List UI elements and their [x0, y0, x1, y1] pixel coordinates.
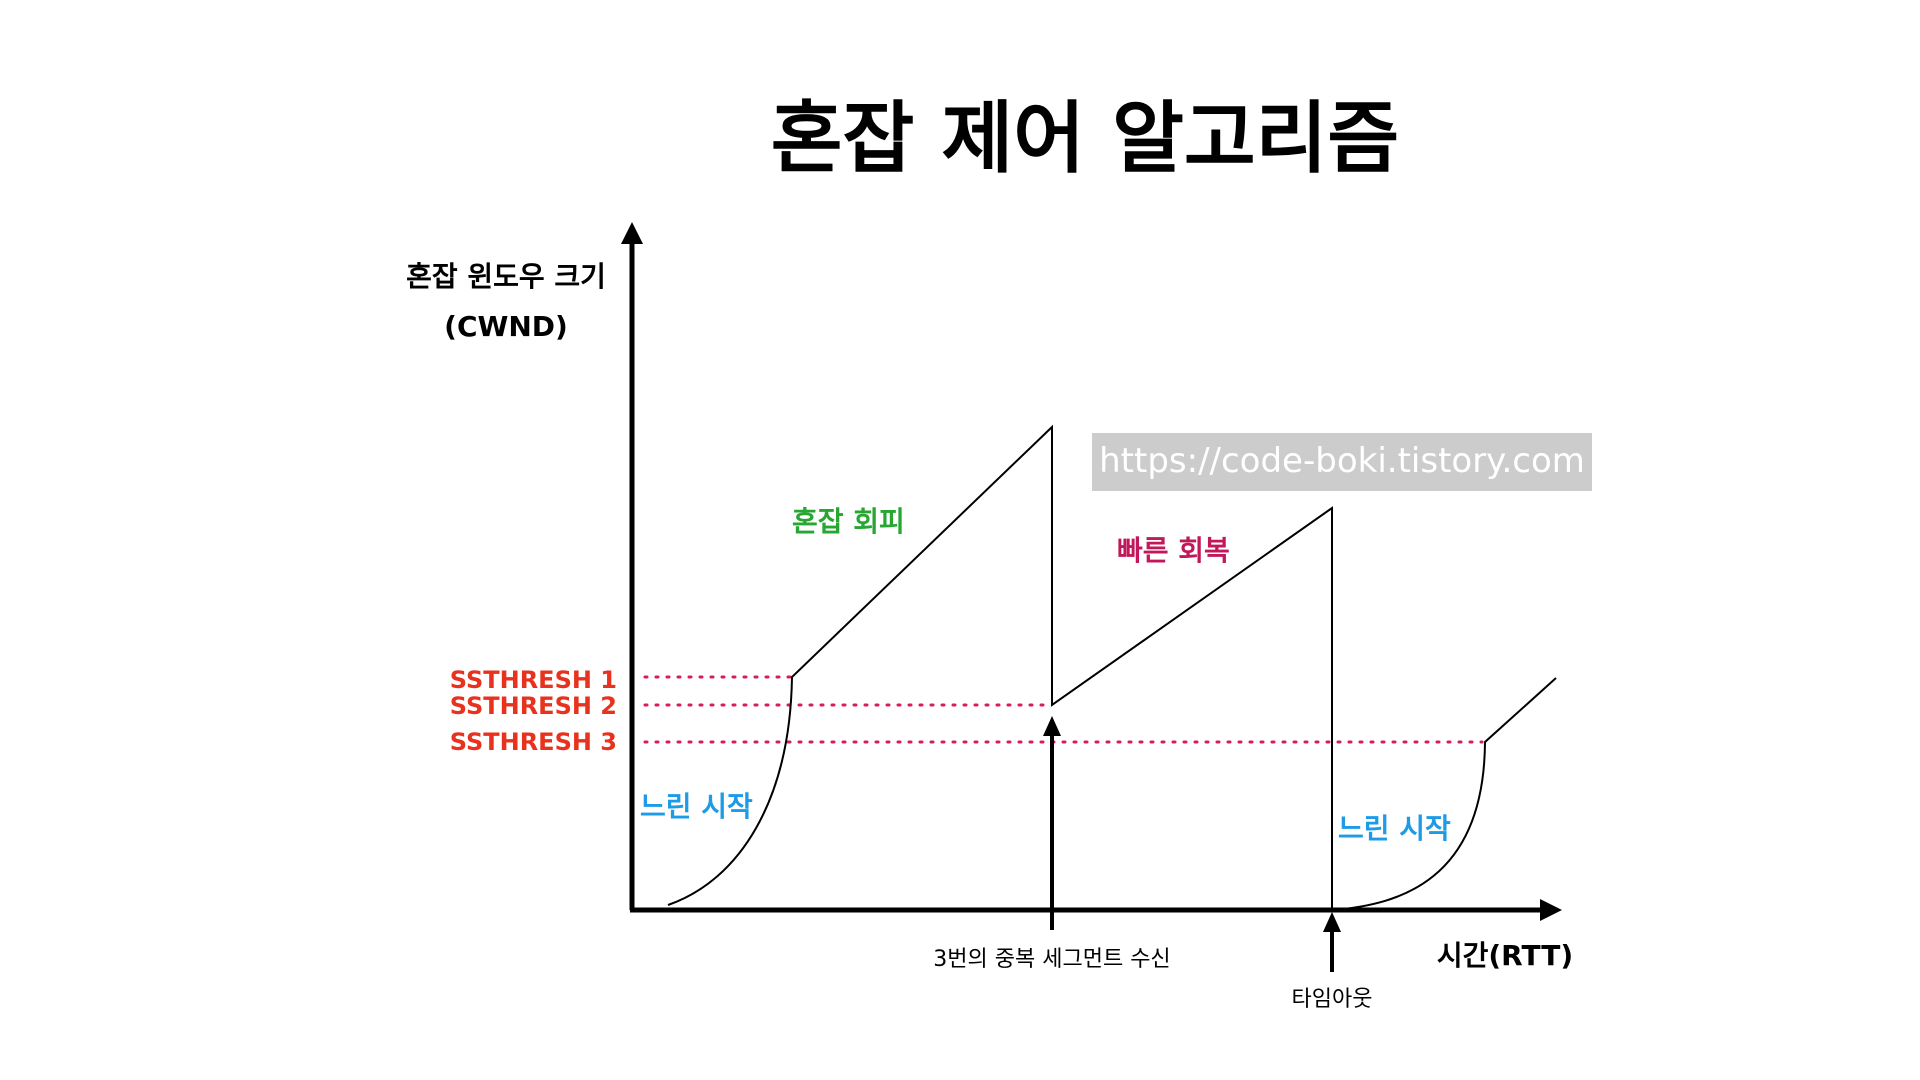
phase-slow-start-1: 느린 시작: [640, 790, 753, 823]
y-axis-label: 혼잡 윈도우 크기: [406, 260, 606, 293]
watermark-background: [1092, 433, 1592, 491]
ssthresh-3-label: SSTHRESH 3: [450, 728, 617, 756]
timeout-label: 타임아웃: [1292, 987, 1373, 1012]
diagram-title: 혼잡 제어 알고리즘: [771, 94, 1399, 184]
y-axis-label-unit: (CWND): [444, 310, 568, 343]
watermark-text: https://code-boki.tistory.com: [1099, 441, 1585, 481]
x-axis-arrowhead: [1540, 899, 1562, 921]
triple-dup-ack-arrowhead: [1043, 716, 1061, 736]
cwnd-curve: [667, 424, 1557, 912]
triple-dup-ack-label: 3번의 중복 세그먼트 수신: [933, 947, 1170, 972]
ssthresh-1-label: SSTHRESH 1: [450, 666, 617, 694]
x-axis-label: 시간(RTT): [1437, 939, 1573, 972]
phase-congestion-avoidance: 혼잡 회피: [792, 505, 905, 538]
timeout-arrowhead: [1323, 912, 1341, 932]
ssthresh-2-label: SSTHRESH 2: [450, 692, 617, 720]
phase-fast-recovery: 빠른 회복: [1117, 534, 1230, 567]
y-axis-arrowhead: [621, 222, 643, 244]
phase-slow-start-2: 느린 시작: [1338, 812, 1451, 845]
